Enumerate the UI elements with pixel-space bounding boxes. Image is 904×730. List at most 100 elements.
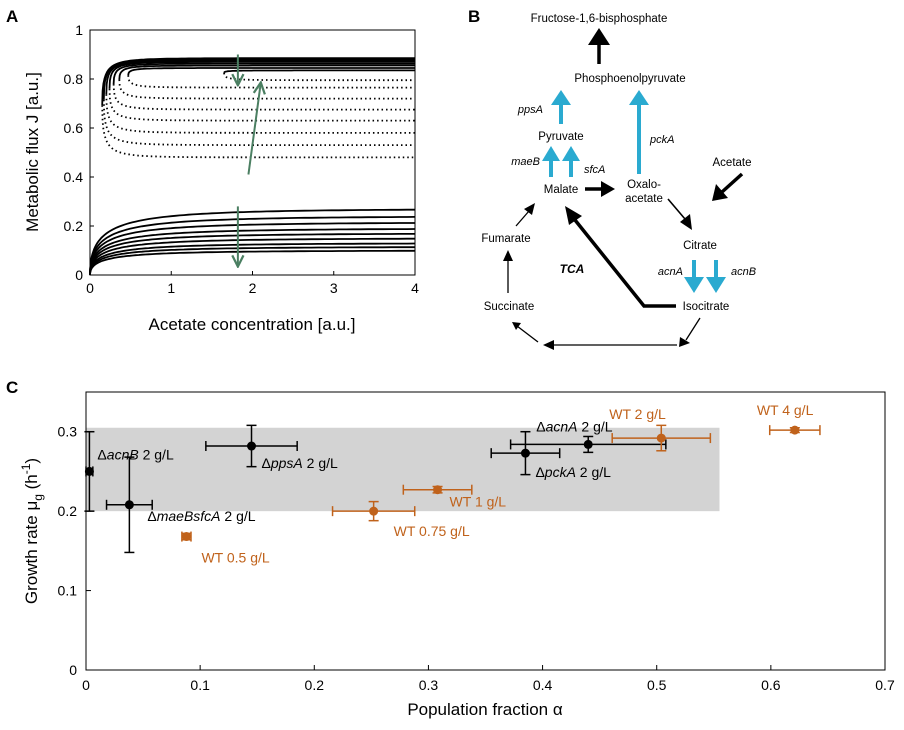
panel-a-low-branch [89, 246, 415, 276]
panel-c-x-tick-label: 0.5 [647, 677, 667, 693]
tca-label: TCA [560, 262, 585, 276]
arrow-fumarate-to-malate [515, 203, 535, 227]
panel-c-data-point: WT 0.5 g/L [181, 531, 270, 566]
panel-a-x-tick-label: 0 [86, 280, 94, 296]
panel-c-chart: 0 0.1 0.2 0.3 0.4 0.5 0.6 0.7 0 0.1 0.2 0.3 ΔacnB 2… [58, 391, 895, 693]
panel-c-data-point: WT 0.75 g/L [331, 500, 470, 539]
panel-a-y-tick-label: 0 [75, 267, 83, 283]
panel-c-data-point: ΔppsA 2 g/L [205, 424, 339, 471]
panel-c-point-label: WT 2 g/L [609, 406, 666, 422]
panel-c-data-point: ΔmaeBsfcA 2 g/L [105, 456, 256, 554]
panel-a-x-tick-label: 2 [249, 280, 257, 296]
panel-a-y-tick-label: 0.8 [64, 71, 84, 87]
panel-c-marker [433, 485, 443, 495]
panel-a-stable-branch [223, 69, 415, 74]
node-fumarate: Fumarate [481, 233, 530, 245]
panel-a-low-branch [89, 242, 416, 276]
panel-c-point-label: WT 4 g/L [757, 402, 814, 418]
arrow-sfca [562, 146, 580, 177]
panel-c-marker [84, 466, 94, 476]
panel-a-unstable-branch [112, 84, 415, 111]
panel-a-unstable-branch [223, 72, 415, 82]
arrow-isocitrate-to-succinate [512, 317, 701, 350]
panel-c-data-point: ΔacnA 2 g/L [509, 418, 667, 454]
panel-a-unstable-branch [105, 94, 415, 134]
panel-c-y-tick-label: 0.1 [58, 583, 78, 599]
arrow-malate-to-oxaloacetate [585, 181, 615, 197]
panel-a-low-branch [89, 249, 415, 276]
node-phosphoenolpyruvate: Phosphoenolpyruvate [574, 73, 685, 85]
panel-a-x-tick-label: 3 [330, 280, 338, 296]
panel-c-x-tick-label: 0 [82, 677, 90, 693]
panel-a-x-tick-label: 4 [411, 280, 419, 296]
panel-a-y-tick-label: 0.6 [64, 120, 84, 136]
panel-a-letter: A [6, 7, 18, 26]
panel-a-low-branch [89, 216, 416, 276]
panel-a-arrows [238, 54, 261, 266]
panel-a-chart: 0 1 2 3 4 0 0.2 0.4 0.6 0.8 1 [64, 22, 420, 296]
panel-c-x-tick-label: 0.3 [419, 677, 439, 693]
panel-c-point-label: ΔppsA 2 g/L [262, 455, 339, 471]
panel-c-point-label: ΔmaeBsfcA 2 g/L [147, 508, 255, 524]
panel-c-marker [583, 439, 593, 449]
node-malate: Malate [544, 184, 579, 196]
panel-c-plot-frame [85, 391, 886, 671]
node-isocitrate: Isocitrate [683, 301, 730, 313]
panel-c-x-tick-label: 0.4 [533, 677, 553, 693]
panel-c-point-label: ΔpckA 2 g/L [535, 464, 611, 480]
arrow-acetate [712, 172, 744, 201]
panel-b-letter: B [468, 7, 480, 26]
panel-c-x-axis-label: Population fraction α [407, 700, 563, 719]
panel-a-unstable-branch [101, 105, 415, 159]
panel-c-point-label: WT 0.5 g/L [201, 550, 269, 566]
node-fructose-bisphosphate: Fructose-1,6-bisphosphate [531, 13, 668, 25]
enzyme-acna-label: acnA [658, 266, 683, 278]
panel-c-data-point: WT 2 g/L [609, 406, 712, 452]
panel-a-ticks: 0 1 2 3 4 0 0.2 0.4 0.6 0.8 1 [64, 22, 420, 296]
panel-c-marker [181, 532, 191, 542]
enzyme-ppsa-label: ppsA [517, 104, 543, 116]
node-citrate: Citrate [683, 240, 717, 252]
panel-c-point-label: WT 0.75 g/L [394, 523, 470, 539]
panel-c-marker [124, 500, 134, 510]
panel-c-data-point: ΔpckA 2 g/L [490, 430, 611, 480]
enzyme-sfca-label: sfcA [584, 164, 605, 176]
panel-c-x-tick-label: 0.7 [875, 677, 895, 693]
panel-c-point-label: ΔacnB 2 g/L [97, 446, 174, 462]
arrow-maeb [542, 146, 560, 177]
panel-c-y-tick-label: 0.3 [58, 424, 78, 440]
panel-a-low-branch [89, 228, 416, 276]
panel-a-stable-branch [108, 61, 415, 89]
panel-c-x-tick-label: 0.2 [305, 677, 325, 693]
node-acetate: Acetate [713, 157, 752, 169]
panel-a-curves [89, 57, 416, 276]
panel-c-y-axis-label: Growth rate μg (h-1) [19, 458, 45, 604]
panel-a-stable-branch [105, 59, 415, 95]
panel-a-unstable-branch [127, 75, 415, 89]
arrow-acna [684, 260, 704, 293]
enzyme-pcka-label: pckA [649, 134, 674, 146]
panel-a-low-branch [89, 208, 415, 276]
panel-a-unstable-branch [102, 99, 415, 146]
panel-a-x-axis-label: Acetate concentration [a.u.] [149, 315, 356, 334]
panel-a-y-tick-label: 1 [75, 22, 83, 38]
panel-c-point-label: ΔacnA 2 g/L [536, 418, 613, 434]
panel-a-stable-branch [102, 58, 415, 100]
panel-c-marker [656, 433, 666, 443]
arrow-oxaloacetate-to-citrate [667, 198, 692, 230]
panel-a-x-tick-label: 1 [167, 280, 175, 296]
panel-c-letter: C [6, 378, 18, 397]
arrow-pcka [629, 90, 649, 174]
panel-c-y-tick-label: 0.2 [58, 503, 78, 519]
arrow-acnb [706, 260, 726, 293]
panel-a-low-branch [89, 222, 415, 276]
node-oxaloacetate-line1: Oxalo- [627, 179, 661, 191]
metabolic-network-diagram: Fructose-1,6-bisphosphate Phosphoenolpyr… [481, 13, 756, 350]
arrow-pep-to-fbp [588, 28, 610, 64]
panel-c-data-point: ΔacnB 2 g/L [84, 430, 174, 512]
panel-c-marker [369, 506, 379, 516]
panel-a-stable-branch [112, 62, 415, 85]
node-pyruvate: Pyruvate [538, 131, 583, 143]
panel-a-low-branch [89, 233, 415, 276]
